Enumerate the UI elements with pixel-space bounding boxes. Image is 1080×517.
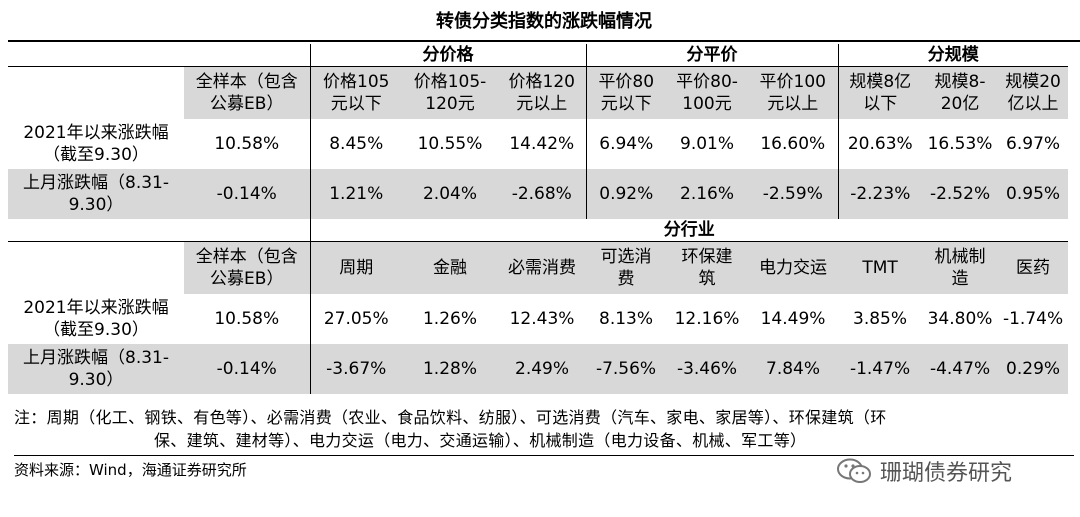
col-header: 规模8- 20亿 (922, 66, 999, 119)
col-header: 平价80 元以下 (585, 66, 667, 119)
cell: -2.59% (762, 184, 823, 204)
col-header: 平价80- 100元 (666, 66, 749, 119)
cell: 0.92% (585, 169, 667, 219)
cell: 14.42% (509, 134, 575, 154)
cell: 1.26% (422, 309, 477, 329)
cell: 1.28% (422, 359, 477, 379)
col-header: 平价100 元以上 (748, 66, 839, 119)
cell: 14.49% (760, 309, 826, 329)
brand-watermark: 珊瑚债券研究 (836, 455, 1012, 487)
col-header: 周期 (309, 241, 402, 294)
cell: -1.47% (849, 359, 911, 379)
col-header: 机械制造 (922, 241, 999, 294)
source-credit: 资料来源：Wind，海通证券研究所 (14, 461, 247, 479)
cell: 7.84% (766, 359, 821, 379)
row-label: 上月涨跌幅（8.31- 9.30） (23, 348, 169, 390)
cell: 12.16% (674, 309, 740, 329)
row-label: 2021年以来涨跌幅 （截至9.30） (23, 123, 169, 165)
index-return-table: 分价格 分平价 分规模 全样本（包含 公募EB） 价格105 元以下 价格105- 1… (8, 44, 1069, 394)
table-note: 注：周期（化工、钢铁、有色等）、必需消费（农业、食品饮料、纺服）、可选消费（汽车… (14, 406, 1074, 456)
cell: -7.56% (595, 359, 657, 379)
cell: 10.58% (214, 309, 280, 329)
col-header: 必需消费 (498, 241, 587, 294)
col-header: 价格120 元以上 (498, 66, 587, 119)
table-row: 上月涨跌幅（8.31- 9.30） -0.14% -3.67% 1.28% 2.4… (8, 344, 1069, 394)
col-header: 电力交运 (748, 241, 839, 294)
cell: -3.67% (309, 344, 402, 394)
cell: 9.01% (680, 134, 735, 154)
col-header: 价格105- 120元 (402, 66, 498, 119)
cell: 0.95% (1006, 184, 1061, 204)
cell: -2.52% (929, 184, 991, 204)
cell: 2.04% (422, 184, 477, 204)
cell: -4.47% (929, 359, 991, 379)
group-industry: 分行业 (309, 219, 1069, 242)
cell: 27.05% (309, 294, 402, 344)
col-header: 全样本（包含 公募EB） (184, 241, 310, 294)
cell: 16.60% (760, 134, 826, 154)
col-header: 规模20 亿以上 (998, 66, 1069, 119)
cell: 8.45% (309, 119, 402, 169)
col-header: TMT (838, 241, 923, 294)
row-label: 上月涨跌幅（8.31- 9.30） (23, 173, 169, 215)
section1-header-row: 全样本（包含 公募EB） 价格105 元以下 价格105- 120元 价格120 元以上… (8, 66, 1069, 119)
cell: 1.21% (309, 169, 402, 219)
cell: 6.94% (585, 119, 667, 169)
col-header: 环保建筑 (666, 241, 749, 294)
cell: 6.97% (1006, 134, 1061, 154)
cell: 8.13% (599, 309, 654, 329)
col-header: 金融 (402, 241, 498, 294)
col-header: 规模8亿 以下 (837, 66, 923, 119)
table-row: 2021年以来涨跌幅 （截至9.30） 10.58% 8.45% 10.55% 1… (8, 119, 1068, 169)
wechat-icon (837, 458, 871, 483)
cell: 2.49% (515, 359, 570, 379)
cell: 3.85% (853, 309, 908, 329)
cell: 34.80% (927, 309, 993, 329)
group-price: 分价格 (309, 44, 587, 67)
cell: -2.23% (837, 169, 923, 219)
cell: 12.43% (509, 309, 575, 329)
section2-header-row: 全样本（包含 公募EB） 周期 金融 必需消费 可选消费 环保建筑 电力交运 TM… (8, 241, 1069, 294)
brand-name: 珊瑚债券研究 (880, 461, 1013, 486)
section1-group-row: 分价格 分平价 分规模 (8, 44, 1069, 67)
row-label: 2021年以来涨跌幅 （截至9.30） (23, 298, 169, 340)
cell: -2.68% (511, 184, 572, 204)
cell: -0.14% (216, 359, 277, 379)
cell: 20.63% (837, 119, 923, 169)
cell: 16.53% (927, 134, 993, 154)
cell: 10.58% (214, 134, 280, 154)
group-scale: 分规模 (837, 44, 1069, 67)
group-parity: 分平价 (585, 44, 839, 67)
col-header: 全样本（包含 公募EB） (184, 66, 310, 119)
col-header: 可选消费 (586, 241, 667, 294)
col-header: 价格105 元以下 (309, 66, 402, 119)
note-line-1: 注：周期（化工、钢铁、有色等）、必需消费（农业、食品饮料、纺服）、可选消费（汽车… (14, 408, 887, 427)
section2-group-row: 分行业 (8, 219, 1069, 242)
table-row: 上月涨跌幅（8.31- 9.30） -0.14% 1.21% 2.04% -2.6… (8, 169, 1069, 219)
cell: 2.16% (680, 184, 735, 204)
cell: 0.29% (1006, 359, 1061, 379)
col-header: 医药 (998, 241, 1069, 294)
cell: -3.46% (676, 359, 738, 379)
note-line-2: 保、建筑、建材等）、电力交运（电力、交通运输）、机械制造（电力设备、机械、军工等… (154, 431, 807, 450)
cell: -0.14% (216, 184, 277, 204)
cell: 10.55% (417, 134, 483, 154)
table-title: 转债分类指数的涨跌幅情况 (8, 4, 1080, 42)
cell: -1.74% (1002, 309, 1064, 329)
table-row: 2021年以来涨跌幅 （截至9.30） 10.58% 27.05% 1.26% 1… (8, 294, 1068, 344)
